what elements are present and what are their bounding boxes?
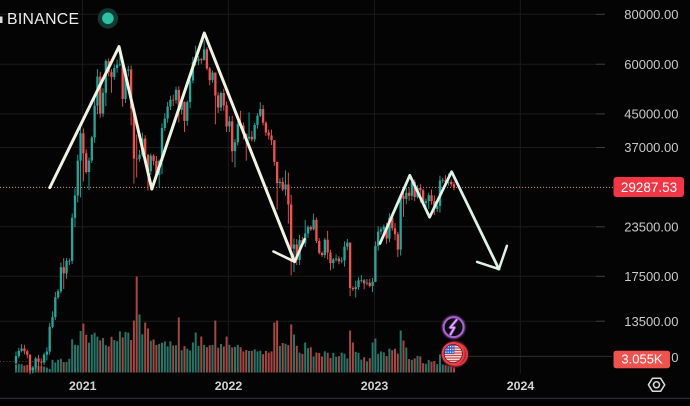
- svg-text:2021: 2021: [69, 379, 97, 393]
- svg-text:0: 0: [671, 350, 678, 365]
- svg-text:13500.00: 13500.00: [624, 314, 678, 329]
- svg-text:23500.00: 23500.00: [624, 219, 678, 234]
- svg-text:3.055K: 3.055K: [621, 351, 663, 366]
- svg-text:2022: 2022: [215, 379, 243, 393]
- svg-text:60000.00: 60000.00: [624, 57, 678, 72]
- svg-text:17500.00: 17500.00: [624, 269, 678, 284]
- svg-text:45000.00: 45000.00: [624, 107, 678, 122]
- svg-text:2024: 2024: [507, 379, 535, 393]
- svg-text:2023: 2023: [361, 379, 389, 393]
- svg-text:BINANCE: BINANCE: [7, 11, 79, 28]
- svg-text:80000.00: 80000.00: [624, 7, 678, 22]
- svg-text:29287.53: 29287.53: [621, 180, 677, 195]
- svg-text:37000.00: 37000.00: [624, 140, 678, 155]
